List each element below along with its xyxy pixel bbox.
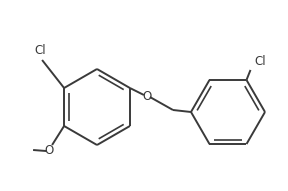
Text: O: O	[142, 91, 151, 104]
Text: Cl: Cl	[255, 55, 266, 68]
Text: Cl: Cl	[34, 44, 46, 57]
Text: O: O	[44, 145, 54, 158]
